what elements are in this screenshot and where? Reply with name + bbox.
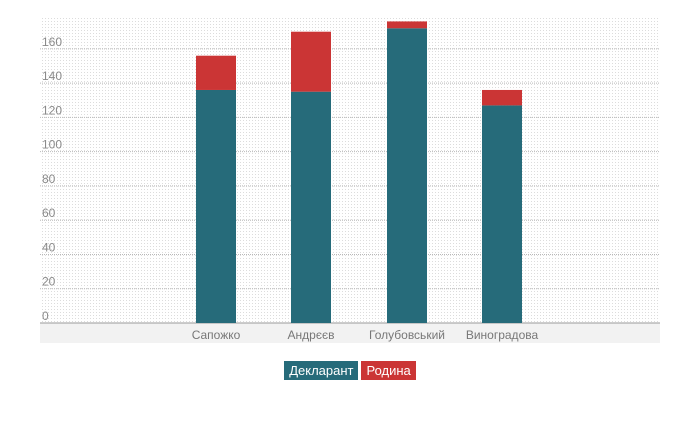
bar-chart: 0 20 40 60 80 100 120 140 160 Сапожко Андрєєв Голу…	[40, 18, 660, 343]
plot-background	[40, 18, 660, 323]
x-category-label: Андрєєв	[288, 328, 335, 342]
y-tick-label: 160	[42, 35, 62, 49]
y-tick-label: 20	[42, 275, 56, 289]
bar-family[interactable]	[291, 31, 331, 92]
bar-family[interactable]	[482, 89, 522, 106]
y-tick-label: 120	[42, 103, 62, 117]
y-tick-label: 40	[42, 240, 56, 254]
y-tick-label: 60	[42, 206, 56, 220]
legend-item-family[interactable]: Родина	[361, 361, 416, 380]
bar-declarant[interactable]	[196, 89, 236, 323]
x-category-label: Сапожко	[192, 328, 241, 342]
x-axis-band	[40, 323, 660, 343]
legend-item-declarant[interactable]: Декларант	[284, 361, 359, 380]
y-axis-ticks: 0 20 40 60 80 100 120 140 160	[42, 35, 62, 323]
x-category-label: Виноградова	[466, 328, 539, 342]
bar-declarant[interactable]	[291, 91, 331, 323]
bar-declarant[interactable]	[387, 28, 427, 324]
y-tick-label: 80	[42, 172, 56, 186]
bar-declarant[interactable]	[482, 105, 522, 324]
bar-family[interactable]	[387, 21, 427, 29]
bar-family[interactable]	[196, 55, 236, 90]
bars	[196, 21, 522, 324]
x-axis-labels: Сапожко Андрєєв Голубовський Виноградова	[192, 328, 539, 342]
legend: Декларант Родина	[0, 361, 700, 380]
gridlines	[40, 48, 660, 290]
x-category-label: Голубовський	[369, 328, 445, 342]
y-tick-label: 100	[42, 138, 62, 152]
y-tick-label: 0	[42, 309, 49, 323]
y-tick-label: 140	[42, 69, 62, 83]
